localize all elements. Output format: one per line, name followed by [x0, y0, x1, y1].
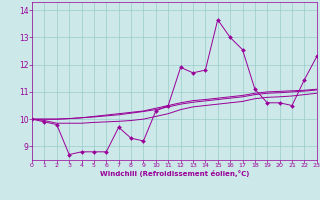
X-axis label: Windchill (Refroidissement éolien,°C): Windchill (Refroidissement éolien,°C): [100, 170, 249, 177]
